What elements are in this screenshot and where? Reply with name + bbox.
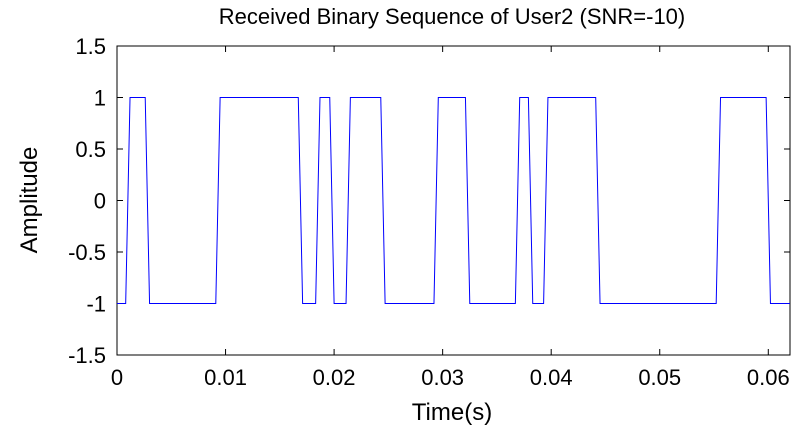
x-axis-label: Time(s) xyxy=(412,399,492,426)
y-tick-label: 0 xyxy=(94,189,106,214)
y-tick-label: 1 xyxy=(94,86,106,111)
y-tick-label: 1.5 xyxy=(75,34,106,59)
y-tick-label: -1 xyxy=(86,292,106,317)
x-tick-label: 0.02 xyxy=(313,365,356,390)
x-axis: 0 0.01 0.02 0.03 0.04 0.05 0.06 xyxy=(111,46,790,390)
chart-title: Received Binary Sequence of User2 (SNR=-… xyxy=(219,4,686,29)
x-tick-label: 0.04 xyxy=(530,365,573,390)
y-axis: -1.5 -1 -0.5 0 0.5 1 1.5 xyxy=(68,34,790,368)
series-line xyxy=(117,97,790,304)
x-tick-label: 0 xyxy=(111,365,123,390)
x-tick-label: 0.03 xyxy=(421,365,464,390)
x-tick-label: 0.01 xyxy=(204,365,247,390)
x-tick-label: 0.06 xyxy=(747,365,790,390)
y-tick-label: 0.5 xyxy=(75,137,106,162)
y-tick-label: -1.5 xyxy=(68,343,106,368)
y-tick-label: -0.5 xyxy=(68,240,106,265)
y-axis-label: Amplitude xyxy=(16,147,43,254)
x-tick-label: 0.05 xyxy=(638,365,681,390)
